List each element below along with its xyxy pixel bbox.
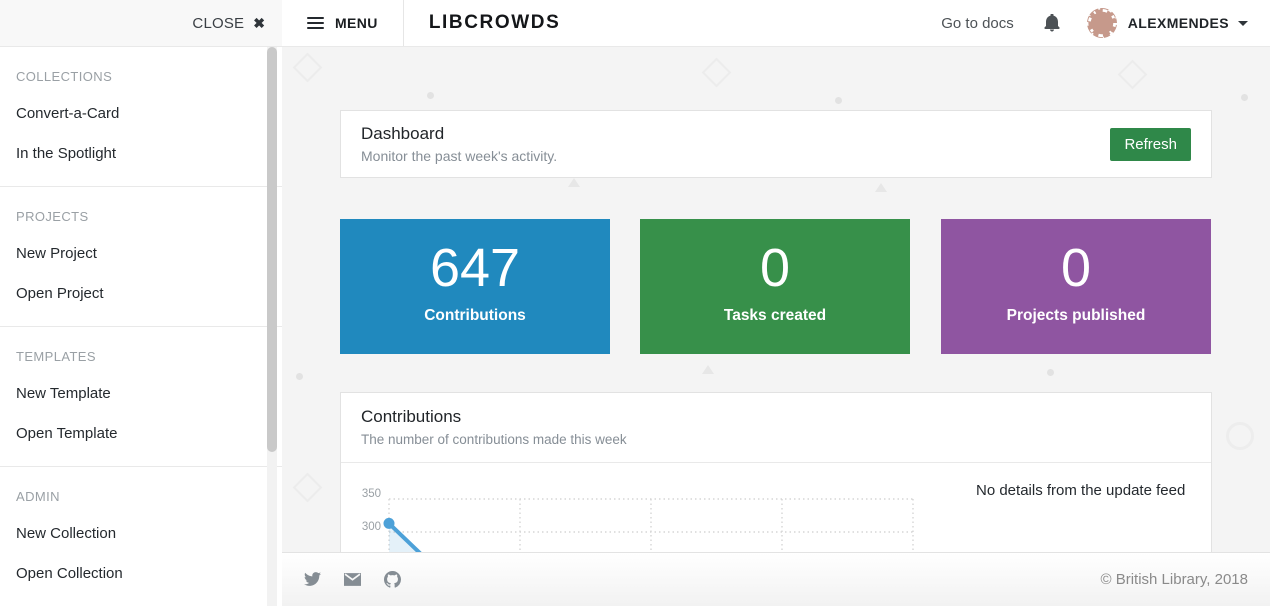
sidebar-item-in-the-spotlight[interactable]: In the Spotlight xyxy=(16,145,117,162)
hamburger-icon xyxy=(307,14,324,32)
twitter-icon[interactable] xyxy=(304,572,321,587)
sidebar-section-collections: COLLECTIONS Convert-a-Card In the Spotli… xyxy=(0,47,282,186)
contributions-card-body: 350 300 No details from the update feed xyxy=(341,463,1211,606)
avatar-icon xyxy=(1086,8,1117,38)
notifications-button[interactable] xyxy=(1044,0,1060,46)
sidebar-scrollbar-track[interactable] xyxy=(267,47,277,606)
contributions-card-title: Contributions xyxy=(361,407,462,426)
sidebar-section-projects: PROJECTS New Project Open Project xyxy=(0,186,282,326)
brand-logo[interactable]: LIBCROWDS xyxy=(428,12,561,33)
svg-text:300: 300 xyxy=(362,521,381,533)
stat-label: Tasks created xyxy=(723,307,827,324)
sidebar-header-collections: COLLECTIONS xyxy=(16,69,113,84)
sidebar-close-button[interactable]: CLOSE ✖ xyxy=(0,0,282,46)
sidebar-item-new-project[interactable]: New Project xyxy=(16,245,97,262)
username: ALEXMENDES xyxy=(1127,15,1229,31)
decor-diamond xyxy=(701,57,732,88)
social-links xyxy=(304,571,401,588)
user-avatar[interactable] xyxy=(1086,0,1117,46)
decor-dot xyxy=(427,92,434,99)
sidebar-item-new-collection[interactable]: New Collection xyxy=(16,525,117,542)
page-subtitle: Monitor the past week's activity. xyxy=(361,148,558,164)
decor-diamond xyxy=(292,52,323,83)
decor-dot xyxy=(1047,369,1054,376)
sidebar-item-dashboard[interactable]: Dashboard xyxy=(0,594,282,606)
stat-card-tasks-created: 0 Tasks created xyxy=(640,219,910,354)
sidebar-header-projects: PROJECTS xyxy=(16,209,89,224)
decor-diamond xyxy=(292,472,323,503)
bell-icon xyxy=(1044,14,1060,32)
stat-card-projects-published: 0 Projects published xyxy=(941,219,1211,354)
decor-triangle xyxy=(702,365,714,374)
github-icon[interactable] xyxy=(384,571,401,588)
sidebar-item-convert-a-card[interactable]: Convert-a-Card xyxy=(16,105,120,122)
go-to-docs-link[interactable]: Go to docs xyxy=(941,14,1014,32)
contributions-chart: 350 300 xyxy=(362,488,914,606)
menu-button[interactable]: MENU xyxy=(282,0,404,46)
footer: © British Library, 2018 xyxy=(282,552,1270,606)
stat-label: Contributions xyxy=(424,307,526,324)
stat-value: 0 xyxy=(759,238,791,298)
sidebar-item-open-project[interactable]: Open Project xyxy=(16,285,104,302)
stat-value: 0 xyxy=(1060,238,1092,298)
update-feed-empty-message: No details from the update feed xyxy=(976,482,1186,499)
sidebar-header-admin: ADMIN xyxy=(16,489,60,504)
decor-diamond xyxy=(1117,59,1148,90)
decor-dot xyxy=(835,97,842,104)
topbar-spacer xyxy=(560,0,941,46)
decor-dot xyxy=(296,373,303,380)
page-title: Dashboard xyxy=(361,124,445,143)
svg-text:350: 350 xyxy=(362,488,381,500)
stat-label: Projects published xyxy=(1006,307,1146,324)
email-icon[interactable] xyxy=(344,573,361,586)
user-menu[interactable]: ALEXMENDES xyxy=(1128,0,1270,46)
sidebar-item-open-template[interactable]: Open Template xyxy=(16,425,118,442)
sidebar-item-open-collection[interactable]: Open Collection xyxy=(16,565,123,582)
decor-dot xyxy=(1241,94,1248,101)
decor-triangle xyxy=(875,183,887,192)
close-label: CLOSE xyxy=(192,14,245,32)
menu-label: MENU xyxy=(335,15,378,31)
top-bar: CLOSE ✖ MENU LIBCROWDS Go to docs ALEXME… xyxy=(0,0,1270,47)
copyright-text: © British Library, 2018 xyxy=(1100,571,1248,588)
dashboard-header-card: Dashboard Monitor the past week's activi… xyxy=(340,110,1212,178)
contributions-card-subtitle: The number of contributions made this we… xyxy=(361,432,627,447)
caret-down-icon xyxy=(1238,20,1248,26)
sidebar-header-templates: TEMPLATES xyxy=(16,349,96,364)
close-icon: ✖ xyxy=(253,14,265,31)
main-content: Dashboard Monitor the past week's activi… xyxy=(282,47,1270,606)
contributions-card-header: Contributions The number of contribution… xyxy=(341,393,1211,463)
refresh-button[interactable]: Refresh xyxy=(1110,127,1191,161)
sidebar-item-new-template[interactable]: New Template xyxy=(16,385,111,402)
sidebar-section-admin: ADMIN New Collection Open Collection Das… xyxy=(0,466,282,606)
stat-card-contributions: 647 Contributions xyxy=(340,219,610,354)
dashboard-header-texts: Dashboard Monitor the past week's activi… xyxy=(361,124,1110,164)
sidebar-section-templates: TEMPLATES New Template Open Template xyxy=(0,326,282,466)
sidebar-scrollbar-thumb[interactable] xyxy=(267,47,277,452)
decor-ring xyxy=(1226,422,1254,450)
sidebar: COLLECTIONS Convert-a-Card In the Spotli… xyxy=(0,47,282,606)
decor-triangle xyxy=(568,178,580,187)
stat-value: 647 xyxy=(429,238,521,298)
